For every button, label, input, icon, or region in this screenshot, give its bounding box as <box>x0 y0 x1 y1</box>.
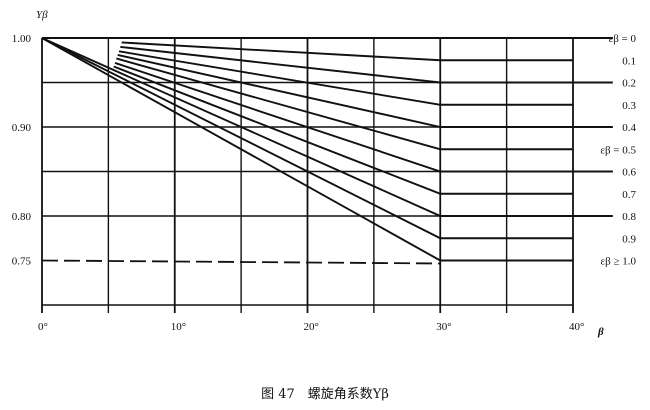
y-tick-label: 1.00 <box>12 33 32 45</box>
grid <box>41 37 574 313</box>
series-lines <box>41 37 613 265</box>
series-label: 0.6 <box>622 167 636 179</box>
figure-caption: 图 47 螺旋角系数Yβ <box>261 387 389 402</box>
x-axis-label: β <box>597 326 604 338</box>
series-line <box>41 37 573 240</box>
series-line <box>121 41 573 62</box>
reference-line-dashed <box>41 259 441 265</box>
series-line <box>113 65 573 195</box>
x-tick-label: 30° <box>436 321 451 333</box>
series-line <box>120 45 613 84</box>
series-label: 0.4 <box>622 122 636 134</box>
x-tick-label: 0° <box>38 321 48 333</box>
series-line <box>41 37 613 217</box>
series-line <box>41 37 573 262</box>
series-line <box>118 50 573 106</box>
series-label: 0.7 <box>622 189 636 201</box>
series-label: εβ ≥ 1.0 <box>600 256 636 268</box>
series-label: εβ = 0 <box>609 33 637 45</box>
y-tick-label: 0.75 <box>12 256 32 268</box>
tick-labels: 0° 10° 20° 30° 40° 1.00 0.90 0.80 0.75 <box>12 33 585 333</box>
y-axis-label: Yβ <box>36 9 48 21</box>
series-line <box>114 62 613 173</box>
series-labels: εβ = 0 0.1 0.2 0.3 0.4 εβ = 0.5 0.6 0.7 0.8 0.9 εβ… <box>600 33 636 268</box>
x-tick-label: 20° <box>304 321 319 333</box>
series-line <box>117 53 613 128</box>
x-tick-label: 10° <box>171 321 186 333</box>
series-label: 0.8 <box>622 211 636 223</box>
y-tick-label: 0.80 <box>12 211 32 223</box>
series-label: 0.2 <box>622 78 636 90</box>
series-label: εβ = 0.5 <box>600 144 636 156</box>
series-label: 0.1 <box>622 55 636 67</box>
x-tick-label: 40° <box>569 321 584 333</box>
series-label: 0.3 <box>622 100 636 112</box>
series-line <box>116 57 573 151</box>
series-label: 0.9 <box>622 233 636 245</box>
y-tick-label: 0.90 <box>12 122 32 134</box>
